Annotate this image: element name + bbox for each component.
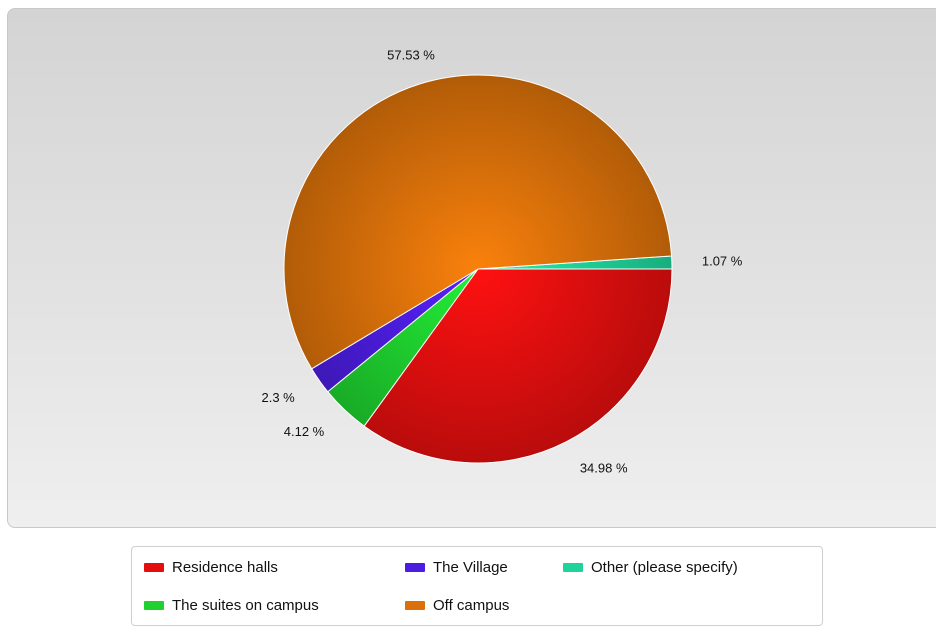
legend-label: Residence halls [172,558,278,576]
legend: Residence halls The Village Other (pleas… [131,546,823,626]
slice-value-label: 4.12 % [284,424,325,439]
legend-label: The suites on campus [172,596,319,614]
legend-swatch-the-suites-on-campus [144,600,164,610]
legend-label: The Village [433,558,508,576]
pie-slice-residence-halls[interactable] [363,268,673,464]
slice-value-label: 1.07 % [702,253,743,268]
pie-slice-off-campus[interactable] [283,74,673,370]
legend-item-the-village[interactable]: The Village [405,557,508,577]
slice-value-label: 34.98 % [580,461,628,476]
legend-swatch-residence-halls [144,562,164,572]
legend-swatch-the-village [405,562,425,572]
legend-item-residence-halls[interactable]: Residence halls [144,557,278,577]
legend-swatch-other [563,562,583,572]
pie-chart: 1.07 % 34.98 % 4.12 % 2.3 % 57.53 % [261,47,743,476]
slice-value-label: 2.3 % [261,390,295,405]
legend-label: Off campus [433,596,510,614]
slice-value-label: 57.53 % [387,47,435,62]
legend-item-other[interactable]: Other (please specify) [563,557,738,577]
legend-item-off-campus[interactable]: Off campus [405,595,509,615]
legend-label: Other (please specify) [591,558,738,576]
legend-swatch-off-campus [405,600,425,610]
legend-item-the-suites-on-campus[interactable]: The suites on campus [144,595,319,615]
